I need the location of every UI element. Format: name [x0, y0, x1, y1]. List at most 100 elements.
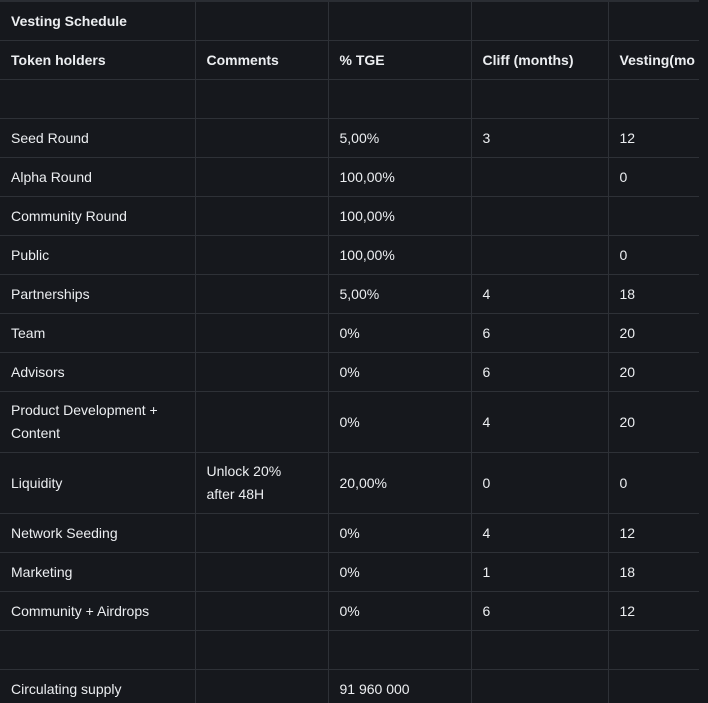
cell-comment[interactable] — [195, 274, 329, 314]
cell-cliff[interactable] — [471, 235, 609, 275]
cell-comment[interactable] — [195, 591, 329, 631]
cell-token-holder[interactable]: Alpha Round — [0, 157, 196, 197]
cell-vesting[interactable]: 20 — [608, 313, 708, 353]
cell-tge[interactable] — [328, 79, 472, 119]
table-row: Liquidity Unlock 20% after 48H 20,00% 0 0 — [0, 452, 708, 514]
cell-token-holder[interactable] — [0, 79, 196, 119]
header-token-holders[interactable]: Token holders — [0, 40, 196, 80]
cell-cliff[interactable]: 4 — [471, 274, 609, 314]
vesting-value: 0 — [619, 168, 628, 185]
cell-vesting[interactable]: 20 — [608, 391, 708, 453]
cell-comment[interactable] — [195, 313, 329, 353]
cell-token-holder[interactable]: Circulating supply — [0, 669, 196, 703]
header-tge[interactable]: % TGE — [328, 40, 472, 80]
cell-comment[interactable] — [195, 352, 329, 392]
cell-vesting[interactable]: 20 — [608, 352, 708, 392]
cliff-value: 0 — [482, 474, 491, 491]
cell[interactable] — [195, 2, 329, 41]
cell-comment[interactable] — [195, 630, 329, 670]
cell-tge[interactable]: 100,00% — [328, 235, 472, 275]
cell-tge[interactable]: 0% — [328, 391, 472, 453]
cell-vesting[interactable] — [608, 196, 708, 236]
header-vesting[interactable]: Vesting(mo — [608, 40, 708, 80]
cell-tge[interactable]: 100,00% — [328, 196, 472, 236]
table-row: Advisors 0% 6 20 — [0, 352, 708, 392]
cell-cliff[interactable]: 6 — [471, 591, 609, 631]
cell-tge[interactable]: 5,00% — [328, 118, 472, 158]
cell-comment[interactable]: Unlock 20% after 48H — [195, 452, 329, 514]
cell-cliff[interactable]: 0 — [471, 452, 609, 514]
cell-tge[interactable]: 20,00% — [328, 452, 472, 514]
cell-cliff[interactable]: 4 — [471, 391, 609, 453]
cell-token-holder[interactable]: Community Round — [0, 196, 196, 236]
cell-comment[interactable] — [195, 79, 329, 119]
cell[interactable] — [608, 2, 708, 41]
cell-vesting[interactable]: 12 — [608, 591, 708, 631]
cell[interactable] — [328, 2, 472, 41]
cell-token-holder[interactable]: Product Development + Content — [0, 391, 196, 453]
tge-value: 100,00% — [339, 168, 395, 185]
cell-token-holder[interactable]: Advisors — [0, 352, 196, 392]
vesting-value: 0 — [619, 474, 628, 491]
cell-token-holder[interactable] — [0, 630, 196, 670]
cell-vesting[interactable]: 18 — [608, 552, 708, 592]
table-row: Team 0% 6 20 — [0, 313, 708, 353]
cell-vesting[interactable] — [608, 630, 708, 670]
sheet-title-cell[interactable]: Vesting Schedule — [0, 2, 196, 41]
cell-tge[interactable]: 91 960 000 — [328, 669, 472, 703]
cell-tge[interactable]: 0% — [328, 513, 472, 553]
cell-comment[interactable] — [195, 118, 329, 158]
token-holder-value: Advisors — [11, 363, 65, 380]
cell-vesting[interactable]: 12 — [608, 118, 708, 158]
tge-value: 100,00% — [339, 207, 395, 224]
cell-token-holder[interactable]: Network Seeding — [0, 513, 196, 553]
cell-comment[interactable] — [195, 391, 329, 453]
cell-token-holder[interactable]: Team — [0, 313, 196, 353]
token-holder-value: Community + Airdrops — [11, 602, 150, 619]
cell-token-holder[interactable]: Marketing — [0, 552, 196, 592]
cell-tge[interactable]: 5,00% — [328, 274, 472, 314]
cliff-value: 6 — [482, 324, 491, 341]
cell-tge[interactable]: 0% — [328, 591, 472, 631]
cell-comment[interactable] — [195, 552, 329, 592]
table-row: Network Seeding 0% 4 12 — [0, 513, 708, 553]
cell-cliff[interactable] — [471, 630, 609, 670]
cell-cliff[interactable] — [471, 669, 609, 703]
cell-token-holder[interactable]: Partnerships — [0, 274, 196, 314]
header-comments[interactable]: Comments — [195, 40, 329, 80]
cell-tge[interactable]: 0% — [328, 552, 472, 592]
cell-token-holder[interactable]: Community + Airdrops — [0, 591, 196, 631]
cell-token-holder[interactable]: Seed Round — [0, 118, 196, 158]
cell-cliff[interactable]: 6 — [471, 352, 609, 392]
cell-token-holder[interactable]: Liquidity — [0, 452, 196, 514]
cell-vesting[interactable]: 0 — [608, 157, 708, 197]
cell-vesting[interactable]: 0 — [608, 235, 708, 275]
cell-vesting[interactable]: 0 — [608, 452, 708, 514]
header-cliff[interactable]: Cliff (months) — [471, 40, 609, 80]
cell-tge[interactable] — [328, 630, 472, 670]
cell-vesting[interactable]: 12 — [608, 513, 708, 553]
cell-cliff[interactable] — [471, 157, 609, 197]
cell-token-holder[interactable]: Public — [0, 235, 196, 275]
cell-tge[interactable]: 0% — [328, 352, 472, 392]
cell[interactable] — [471, 2, 609, 41]
cell-cliff[interactable]: 3 — [471, 118, 609, 158]
cell-comment[interactable] — [195, 157, 329, 197]
cell-tge[interactable]: 100,00% — [328, 157, 472, 197]
cell-cliff[interactable]: 4 — [471, 513, 609, 553]
cell-tge[interactable]: 0% — [328, 313, 472, 353]
cell-comment[interactable] — [195, 669, 329, 703]
cell-cliff[interactable]: 6 — [471, 313, 609, 353]
cell-cliff[interactable]: 1 — [471, 552, 609, 592]
cell-comment[interactable] — [195, 513, 329, 553]
vesting-value: 12 — [619, 524, 636, 541]
token-holder-value: Team — [11, 324, 46, 341]
token-holder-value: Marketing — [11, 563, 73, 580]
cell-vesting[interactable]: 18 — [608, 274, 708, 314]
cell-vesting[interactable] — [608, 669, 708, 703]
cell-comment[interactable] — [195, 235, 329, 275]
cell-cliff[interactable] — [471, 196, 609, 236]
cell-comment[interactable] — [195, 196, 329, 236]
cell-vesting[interactable] — [608, 79, 708, 119]
cell-cliff[interactable] — [471, 79, 609, 119]
